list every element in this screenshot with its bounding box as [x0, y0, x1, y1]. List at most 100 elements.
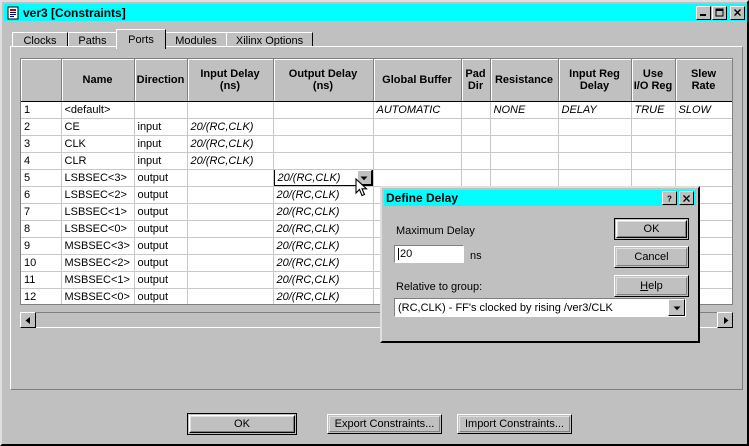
cell-slew-rate[interactable]: [675, 152, 732, 170]
scroll-right-icon[interactable]: [717, 312, 733, 328]
dialog-ok-button[interactable]: OK: [614, 218, 689, 240]
cell-direction[interactable]: output: [134, 271, 188, 289]
column-header-direction[interactable]: Direction: [134, 59, 188, 102]
cell-input-delay[interactable]: [187, 186, 274, 204]
cell-input-reg-delay[interactable]: [558, 152, 632, 170]
cell-output-delay[interactable]: 20/(RC,CLK): [273, 254, 374, 272]
cell-name[interactable]: MSBSEC<0>: [61, 288, 135, 304]
row-number[interactable]: 10: [21, 254, 62, 272]
cell-input-reg-delay[interactable]: DELAY: [558, 101, 632, 119]
help-question-icon[interactable]: ?: [662, 191, 677, 205]
cell-input-delay[interactable]: [187, 254, 274, 272]
window-title-bar[interactable]: ver3 [Constraints]: [4, 4, 747, 21]
cell-use-io-reg[interactable]: [631, 135, 676, 153]
cell-global-buffer[interactable]: [373, 152, 462, 170]
minimize-icon[interactable]: [696, 5, 711, 20]
cell-editor[interactable]: 20/(RC,CLK): [273, 169, 372, 186]
row-number[interactable]: 8: [21, 220, 62, 238]
cell-direction[interactable]: [134, 101, 188, 119]
cell-pad-dir[interactable]: [461, 101, 491, 119]
row-number[interactable]: 7: [21, 203, 62, 221]
row-number[interactable]: 4: [21, 152, 62, 170]
cell-input-delay[interactable]: [187, 101, 274, 119]
cell-input-delay[interactable]: [187, 169, 274, 187]
cell-direction[interactable]: output: [134, 254, 188, 272]
cell-name[interactable]: LSBSEC<3>: [61, 169, 135, 187]
dialog-help-button[interactable]: Help: [614, 275, 689, 297]
table-row[interactable]: 3 CLK input 20/(RC,CLK): [21, 135, 732, 153]
cell-output-delay[interactable]: 20/(RC,CLK): [273, 169, 374, 187]
cell-direction[interactable]: output: [134, 169, 188, 187]
cell-use-io-reg[interactable]: TRUE: [631, 101, 676, 119]
cell-input-delay[interactable]: [187, 271, 274, 289]
column-header-corner[interactable]: [21, 59, 62, 102]
column-header-name[interactable]: Name: [61, 59, 135, 102]
cell-direction[interactable]: output: [134, 237, 188, 255]
cell-use-io-reg[interactable]: [631, 169, 676, 187]
cell-input-delay[interactable]: [187, 203, 274, 221]
cell-direction[interactable]: output: [134, 220, 188, 238]
cell-pad-dir[interactable]: [461, 152, 491, 170]
cell-global-buffer[interactable]: [373, 118, 462, 136]
cell-pad-dir[interactable]: [461, 169, 491, 187]
tab-ports[interactable]: Ports: [116, 29, 166, 49]
tab-xilinx-options[interactable]: Xilinx Options: [226, 32, 313, 49]
cell-direction[interactable]: input: [134, 118, 188, 136]
cell-output-delay[interactable]: 20/(RC,CLK): [273, 220, 374, 238]
cell-name[interactable]: MSBSEC<1>: [61, 271, 135, 289]
close-icon[interactable]: [730, 5, 745, 20]
cell-output-delay[interactable]: 20/(RC,CLK): [273, 271, 374, 289]
cell-global-buffer[interactable]: AUTOMATIC: [373, 101, 462, 119]
cell-slew-rate[interactable]: [675, 169, 732, 187]
row-number[interactable]: 3: [21, 135, 62, 153]
cell-output-delay[interactable]: 20/(RC,CLK): [273, 203, 374, 221]
chevron-down-icon[interactable]: [668, 299, 685, 316]
table-row[interactable]: 1 <default> AUTOMATIC NONE DELAY TRUE SLOW: [21, 101, 732, 119]
scroll-left-icon[interactable]: [20, 312, 36, 328]
table-row[interactable]: 2 CE input 20/(RC,CLK): [21, 118, 732, 136]
cell-input-reg-delay[interactable]: [558, 135, 632, 153]
column-header-input-reg-delay[interactable]: Input Reg Delay: [558, 59, 632, 102]
table-row[interactable]: 5 LSBSEC<3> output 20/(RC,CLK): [21, 169, 732, 187]
row-number[interactable]: 1: [21, 101, 62, 119]
cell-name[interactable]: MSBSEC<3>: [61, 237, 135, 255]
cell-direction[interactable]: input: [134, 135, 188, 153]
column-header-slew-rate[interactable]: Slew Rate: [675, 59, 732, 102]
cell-input-delay[interactable]: 20/(RC,CLK): [187, 152, 274, 170]
cell-resistance[interactable]: [490, 169, 559, 187]
tab-clocks[interactable]: Clocks: [12, 32, 68, 49]
column-header-pad-dir[interactable]: Pad Dir: [461, 59, 491, 102]
cell-output-delay[interactable]: 20/(RC,CLK): [273, 186, 374, 204]
maximize-icon[interactable]: [712, 5, 727, 20]
cell-global-buffer[interactable]: [373, 169, 462, 187]
row-number[interactable]: 12: [21, 288, 62, 304]
cell-output-delay[interactable]: 20/(RC,CLK): [273, 237, 374, 255]
cell-pad-dir[interactable]: [461, 135, 491, 153]
cell-slew-rate[interactable]: SLOW: [675, 101, 732, 119]
cell-name[interactable]: LSBSEC<1>: [61, 203, 135, 221]
column-header-input-delay[interactable]: Input Delay (ns): [187, 59, 274, 102]
chevron-down-icon[interactable]: [356, 170, 372, 185]
cell-name[interactable]: CLK: [61, 135, 135, 153]
cell-use-io-reg[interactable]: [631, 152, 676, 170]
cell-resistance[interactable]: [490, 135, 559, 153]
row-number[interactable]: 6: [21, 186, 62, 204]
cell-resistance[interactable]: [490, 118, 559, 136]
cell-input-delay[interactable]: 20/(RC,CLK): [187, 118, 274, 136]
cell-name[interactable]: LSBSEC<0>: [61, 220, 135, 238]
cell-output-delay[interactable]: [273, 152, 374, 170]
row-number[interactable]: 5: [21, 169, 62, 187]
column-header-use-io-reg[interactable]: Use I/O Reg: [631, 59, 676, 102]
table-row[interactable]: 4 CLR input 20/(RC,CLK): [21, 152, 732, 170]
column-header-global-buffer[interactable]: Global Buffer: [373, 59, 462, 102]
column-header-output-delay[interactable]: Output Delay (ns): [273, 59, 374, 102]
cell-pad-dir[interactable]: [461, 118, 491, 136]
row-number[interactable]: 11: [21, 271, 62, 289]
import-constraints-button[interactable]: Import Constraints...: [457, 414, 572, 434]
cell-name[interactable]: CLR: [61, 152, 135, 170]
cell-name[interactable]: LSBSEC<2>: [61, 186, 135, 204]
cell-direction[interactable]: output: [134, 186, 188, 204]
export-constraints-button[interactable]: Export Constraints...: [327, 414, 442, 434]
cell-input-delay[interactable]: [187, 237, 274, 255]
cell-name[interactable]: MSBSEC<2>: [61, 254, 135, 272]
